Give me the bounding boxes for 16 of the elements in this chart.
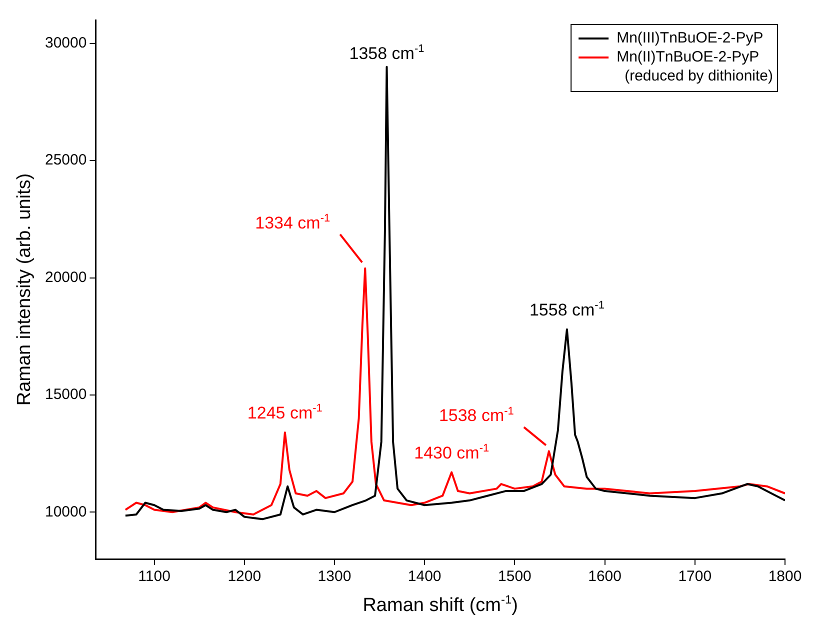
y-tick-label: 25000 bbox=[44, 152, 87, 169]
y-tick-label: 20000 bbox=[44, 268, 87, 286]
x-tick-label: 1200 bbox=[228, 568, 262, 586]
x-tick-label: 1100 bbox=[138, 568, 170, 586]
y-tick-label: 30000 bbox=[44, 34, 87, 52]
legend-label: Mn(II)TnBuOE-2-PyP (reduced by dithionite) bbox=[616, 48, 774, 85]
x-tick-label: 1400 bbox=[408, 568, 442, 586]
x-tick-label: 1300 bbox=[318, 568, 352, 586]
x-tick-label: 1500 bbox=[498, 568, 532, 586]
x-tick-label: 1600 bbox=[588, 568, 622, 586]
legend-label: Mn(III)TnBuOE-2-PyP bbox=[616, 30, 764, 47]
y-axis-title: Raman intensity (arb. units) bbox=[14, 173, 35, 406]
y-tick-label: 10000 bbox=[44, 503, 87, 520]
y-tick-label: 15000 bbox=[44, 386, 87, 404]
x-tick-label: 1800 bbox=[768, 568, 802, 586]
x-tick-label: 1700 bbox=[678, 568, 712, 586]
